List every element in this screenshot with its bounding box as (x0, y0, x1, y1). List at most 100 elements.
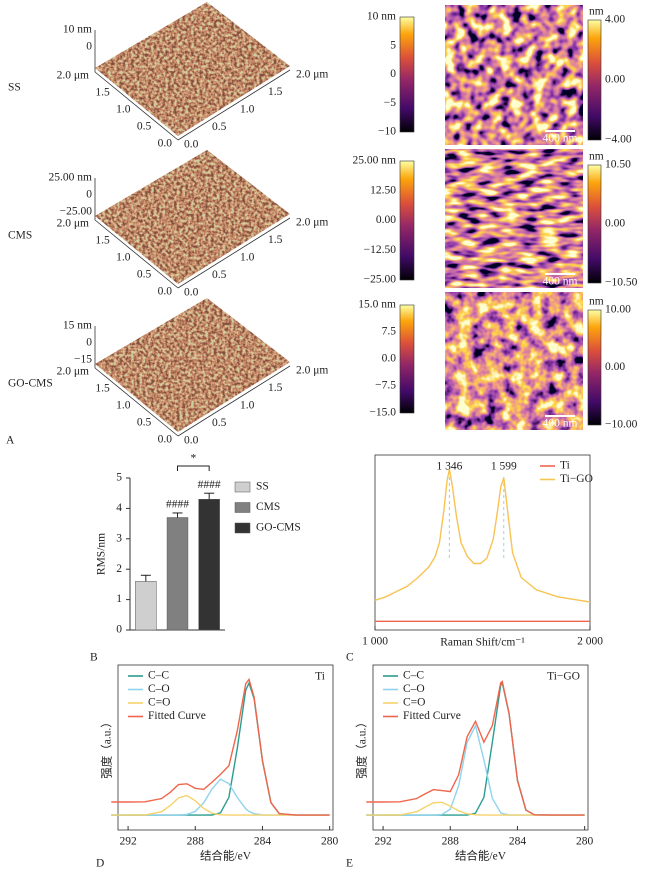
colorbar-label: 10.00 (605, 304, 631, 316)
legend-swatch (234, 502, 251, 513)
colorbar-label: 10 nm (367, 11, 396, 23)
x-tick-label: 288 (187, 836, 205, 848)
axis-3d-label: 0.5 (137, 269, 152, 281)
colorbar-label: 5 (390, 39, 396, 51)
legend-label: C–O (403, 683, 425, 695)
axis-3d-label: 0.0 (158, 286, 173, 298)
axis-3d-label: 0.0 (184, 287, 199, 299)
axis-3d-label: 1.5 (268, 234, 283, 246)
axis-3d-label: 2.0 μm (57, 70, 89, 82)
colorbar-label: −10 (378, 126, 396, 138)
data-line (111, 677, 330, 816)
colorbar-label: 15.0 nm (358, 299, 396, 311)
significance-bracket (177, 465, 210, 471)
colorbar (587, 309, 602, 426)
colorbar-label: −4.00 (605, 134, 632, 146)
height-map (445, 5, 583, 145)
panel-label: B (90, 652, 98, 664)
y-axis-label: RMS/nm (96, 533, 108, 575)
x-tick-label: 284 (509, 836, 527, 848)
peak-label: 1 346 (436, 461, 462, 473)
z-axis-label: 25.00 nm (49, 172, 93, 184)
colorbar-label: −25.00 (364, 274, 397, 286)
y-tick-label: 2 (116, 563, 122, 575)
axis-3d (177, 69, 291, 141)
y-axis-label: 强度（a.u.） (355, 716, 369, 779)
y-tick-label: 0 (116, 624, 122, 636)
axis-3d-label: 0.5 (137, 417, 152, 429)
legend-label: C–O (148, 683, 170, 695)
data-line (111, 778, 330, 816)
peak-label: 1 599 (491, 461, 517, 473)
legend-label: CMS (256, 501, 280, 513)
data-line (374, 468, 591, 603)
z-axis-label: 0 (86, 337, 92, 349)
bar (135, 581, 157, 631)
colorbar-label: 12.50 (370, 184, 396, 196)
axis-3d (177, 365, 291, 437)
plot-frame (117, 664, 334, 831)
panel-label: D (96, 858, 104, 870)
axis-3d-label: 1.5 (95, 383, 110, 395)
legend-label: C=O (403, 697, 425, 709)
legend-label: C=O (148, 697, 170, 709)
scale-bar-label: 400 nm (543, 418, 578, 430)
panel-label: A (6, 435, 15, 447)
colorbar-label: 0.00 (376, 214, 396, 226)
y-axis-label: 强度（a.u.） (100, 716, 114, 779)
colorbar-label: 0.00 (605, 361, 625, 373)
chart-label: Ti−GO (547, 671, 580, 683)
significance-label: * (190, 453, 196, 465)
colorbar-label: 10.50 (605, 159, 631, 171)
colorbar-label: −10.00 (605, 419, 638, 431)
axis-3d-label: 1.5 (268, 86, 283, 98)
axis-3d-label: 0.5 (212, 269, 227, 281)
axis-3d (94, 367, 179, 437)
axis-3d-label: 1.5 (268, 382, 283, 394)
bar (166, 517, 189, 631)
colorbar (587, 19, 602, 141)
scale-bar-label: 400 nm (543, 133, 578, 145)
axis-3d-label: 2.0 μm (296, 69, 328, 81)
legend-label: C–C (148, 670, 169, 682)
scale-bar-label: 400 nm (543, 276, 578, 288)
x-tick-label: 284 (254, 836, 272, 848)
legend-label: SS (256, 481, 269, 493)
x-axis-label: Raman Shift/cm⁻¹ (440, 637, 525, 649)
axis-3d-label: 0.0 (184, 435, 199, 447)
x-tick-label: 2 000 (577, 636, 603, 648)
axis-3d-label: 0.5 (137, 121, 152, 133)
z-axis-label: −25.00 (60, 206, 93, 218)
surface-3d (95, 150, 290, 284)
legend-label: GO-CMS (256, 522, 301, 534)
y-tick-label: 4 (116, 502, 122, 514)
axis-3d-label: 1.5 (95, 235, 110, 247)
axis-3d-label: 1.0 (240, 252, 255, 264)
axis-3d-label: 1.0 (116, 104, 131, 116)
sample-label: GO-CMS (8, 378, 53, 390)
axis-3d-label: 1.5 (95, 87, 110, 99)
axis-3d-label: 1.0 (116, 252, 131, 264)
legend-label: Fitted Curve (403, 710, 461, 722)
colorbar-label: −15.0 (369, 407, 396, 419)
axis-3d-label: 0.0 (158, 434, 173, 446)
y-tick-label: 1 (116, 593, 122, 605)
x-tick-label: 280 (321, 836, 339, 848)
colorbar-label: −12.50 (364, 244, 397, 256)
significance-label: #### (198, 479, 221, 491)
axis-3d-label: 0.0 (184, 139, 199, 151)
colorbar-label: 0.0 (382, 353, 397, 365)
colorbar-label: −5 (384, 97, 396, 109)
axis-3d-label: 1.0 (240, 104, 255, 116)
colorbar-label: −10.50 (605, 277, 638, 289)
colorbar-unit: nm (589, 296, 604, 308)
colorbar-unit: nm (589, 151, 604, 163)
data-line (366, 681, 585, 816)
colorbar-label: −7.5 (375, 380, 396, 392)
x-tick-label: 292 (119, 836, 137, 848)
legend-swatch (234, 522, 251, 534)
axis-3d-label: 2.0 μm (296, 217, 328, 229)
x-tick-label: 280 (576, 836, 594, 848)
x-tick-label: 292 (374, 836, 392, 848)
